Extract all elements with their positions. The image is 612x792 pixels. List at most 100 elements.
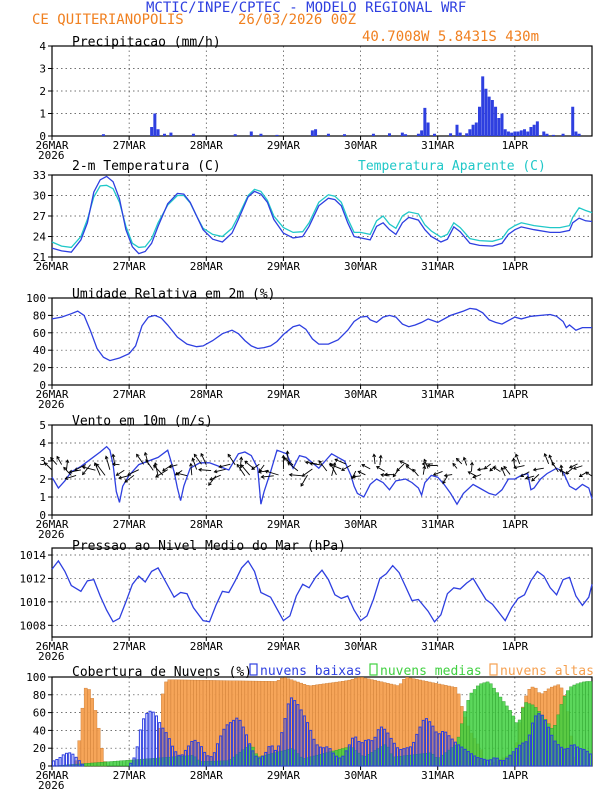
cloud-bar-high [257, 680, 262, 767]
wind-arrowhead [334, 458, 339, 463]
cloud-bar-low [315, 744, 319, 767]
wind-arrowhead [405, 465, 410, 469]
wind-arrowhead [111, 453, 116, 458]
precip-bar [474, 122, 478, 136]
cloud-bar-low [553, 740, 557, 767]
cloud-bar-high [177, 679, 181, 767]
cloud-bar-low [518, 744, 522, 767]
x-tick-label: 27MAR [113, 260, 146, 273]
cloud-bar-low [360, 742, 364, 767]
x-tick-label: 1APR [502, 388, 529, 401]
wind-arrow [56, 456, 63, 465]
cloud-bar-medium [100, 762, 104, 767]
cloud-bar-medium [116, 760, 120, 767]
cloud-bar-medium [125, 760, 130, 767]
wind-arrowhead [193, 453, 198, 458]
cloud-bar-low [203, 751, 207, 767]
x-year-label: 2026 [38, 779, 65, 792]
x-tick-label: 26MAR [35, 640, 68, 653]
cloud-bar-low [74, 756, 78, 767]
wind-arrow [352, 475, 361, 478]
cloud-bar-low [261, 755, 265, 767]
wind-arrowhead [476, 467, 481, 472]
cloud-bar-low [216, 743, 220, 767]
wind-arrow [63, 467, 72, 476]
cloud-bar-medium [498, 696, 503, 767]
wind-arrowhead [578, 473, 583, 477]
cloud-bar-medium [119, 760, 123, 767]
cloud-bar-low [508, 754, 512, 767]
wind-arrowhead [462, 456, 467, 461]
wind-arrow [310, 463, 323, 466]
wind-arrowhead [189, 462, 193, 467]
y-tick-label: 30 [33, 190, 46, 203]
cloud-bar-low [299, 709, 303, 767]
x-tick-label: 29MAR [267, 260, 300, 273]
wind-arrowhead [421, 462, 426, 466]
precip-bar [150, 127, 154, 136]
precip-bar [259, 133, 263, 136]
panel-5: 1008 1010 1012 1014 26MAR 27MAR 28MAR 29MAR 30MA… [20, 539, 593, 663]
cloud-bar-low [444, 731, 448, 767]
y-tick-label: 0 [39, 130, 46, 143]
cloud-bar-low [312, 738, 316, 767]
wind-arrowhead [392, 473, 397, 478]
plot-frame [51, 547, 593, 638]
y-tick-label: 40 [33, 344, 46, 357]
wind-arrow [585, 471, 593, 477]
wind-arrow [513, 458, 516, 469]
wind-arrow [112, 454, 116, 465]
precip-bar [191, 133, 195, 136]
precip-bar [343, 134, 346, 136]
temperature-line [51, 175, 593, 255]
wind-arrow [44, 462, 53, 471]
wind-arrowhead [143, 451, 148, 456]
cloud-bar-low [502, 759, 506, 767]
wind-arrowhead [74, 467, 79, 471]
precip-bar [400, 132, 404, 136]
x-tick-label: 30MAR [344, 769, 377, 782]
precip-bar [458, 132, 462, 136]
cloud-bar-low [428, 721, 432, 767]
cloud-bar-low [318, 746, 322, 767]
cloud-bar-low [251, 750, 255, 767]
y-tick-label: 0 [39, 379, 46, 392]
cloud-bar-low [569, 744, 573, 767]
wind-arrowhead [384, 472, 388, 477]
cloud-bar-low [145, 712, 149, 767]
wind-arrowhead [489, 467, 494, 472]
wind-arrow [471, 462, 473, 472]
run-datetime: 26/03/2026 00Z [238, 12, 357, 28]
cloud-bar-low [537, 713, 541, 767]
cloud-bar-low [232, 719, 236, 767]
wind-arrowhead [524, 475, 529, 480]
wind-arrow [82, 466, 96, 471]
precip-bar [275, 134, 279, 136]
legend-label: nuvens medias [380, 664, 482, 679]
cloud-bar-low [81, 763, 85, 767]
x-tick-label: 27MAR [113, 518, 146, 531]
cloud-bar-low [158, 722, 162, 767]
wind-arrowhead [559, 464, 564, 469]
wind-arrow [105, 456, 111, 470]
precip-bar [388, 133, 391, 136]
y-tick-label: 2 [39, 473, 46, 486]
wind-arrow [50, 457, 58, 465]
wind-arrowhead [257, 469, 262, 474]
y-tick-label: 1014 [20, 549, 47, 562]
x-tick-label: 31MAR [421, 388, 454, 401]
wind-arrowhead [378, 454, 383, 459]
legend-label: nuvens altas [500, 664, 594, 679]
cloud-bar-low [566, 747, 570, 767]
cloud-bar-low [77, 760, 81, 767]
precip-bar [510, 132, 514, 136]
wind-arrow [116, 469, 125, 476]
cloud-bar-low [514, 747, 518, 767]
wind-arrow [214, 468, 226, 473]
cloud-bar-medium [501, 701, 506, 767]
cloud-bar-low [357, 741, 361, 767]
wind-arrowhead [455, 457, 460, 462]
cloud-bar-low [408, 746, 412, 767]
wind-arrow [381, 474, 390, 477]
x-tick-label: 26MAR [35, 518, 68, 531]
